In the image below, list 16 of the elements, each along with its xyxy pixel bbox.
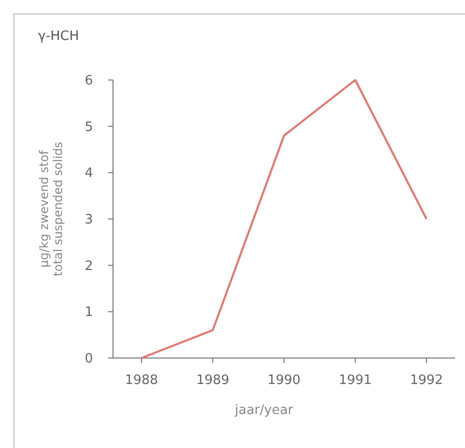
y-tick-label: 1 [84,305,93,320]
y-tick-label: 0 [84,352,93,367]
chart-title: γ-HCH [38,29,80,44]
x-tick-label: 1990 [267,373,301,388]
y-tick-label: 3 [84,212,93,228]
y-axis-title: µg/kg zwevend stof total suspended solids [37,142,65,276]
x-axis-title: jaar/year [234,403,294,418]
line-series [140,79,428,359]
y-tick-label: 4 [84,166,93,182]
y-tick-label: 2 [84,258,93,274]
y-tick-label: 6 [84,74,93,89]
x-tick-label: 1989 [196,373,230,388]
x-tick-label: 1988 [124,373,158,388]
x-tick-label: 1991 [338,373,372,388]
x-tick-label: 1992 [410,373,444,388]
y-tick-label: 5 [84,120,93,135]
